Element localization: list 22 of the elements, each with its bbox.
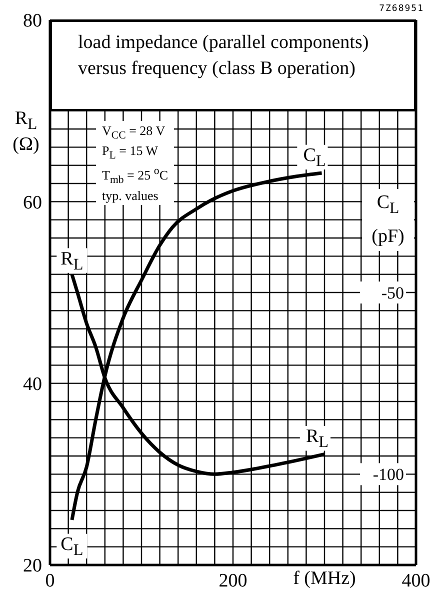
y2-tick-label: -50 <box>381 284 404 302</box>
x-tick-label: 0 <box>45 570 55 592</box>
y-tick-label: 60 <box>23 192 42 214</box>
y2-axis-title: C$_{L}$ (pF) <box>362 188 414 251</box>
series-label: R$_{L}$ <box>306 426 328 451</box>
series-label: C$_{L}$ <box>303 144 326 170</box>
text: R$_{L}$ <box>60 248 84 274</box>
y-tick-label: 40 <box>23 374 42 396</box>
annotation: T$_{mb}$ = 25 $^{o}$C <box>102 164 168 188</box>
annotation: P$_{L}$ = 15 W <box>102 143 159 164</box>
y-axis-title: R$_{L}$ (Ω) <box>12 108 40 155</box>
y-tick-label: 80 <box>23 10 42 32</box>
x-tick-label: 200 <box>218 570 248 592</box>
title-frame: load impedance (parallel components) versus frequency (class B operation) <box>50 20 416 111</box>
x-tick-label: 400 <box>402 570 430 592</box>
y-tick-label: 20 <box>23 556 42 577</box>
x-axis-title: f (MHz) <box>282 568 366 590</box>
annotation: typ. values <box>102 188 160 203</box>
text: 7Z68951 <box>379 4 424 14</box>
annotation: V$_{CC}$ = 28 V <box>102 122 166 144</box>
text: C$_{L}$ <box>60 534 84 559</box>
y2-tick-label: -100 <box>372 465 404 484</box>
